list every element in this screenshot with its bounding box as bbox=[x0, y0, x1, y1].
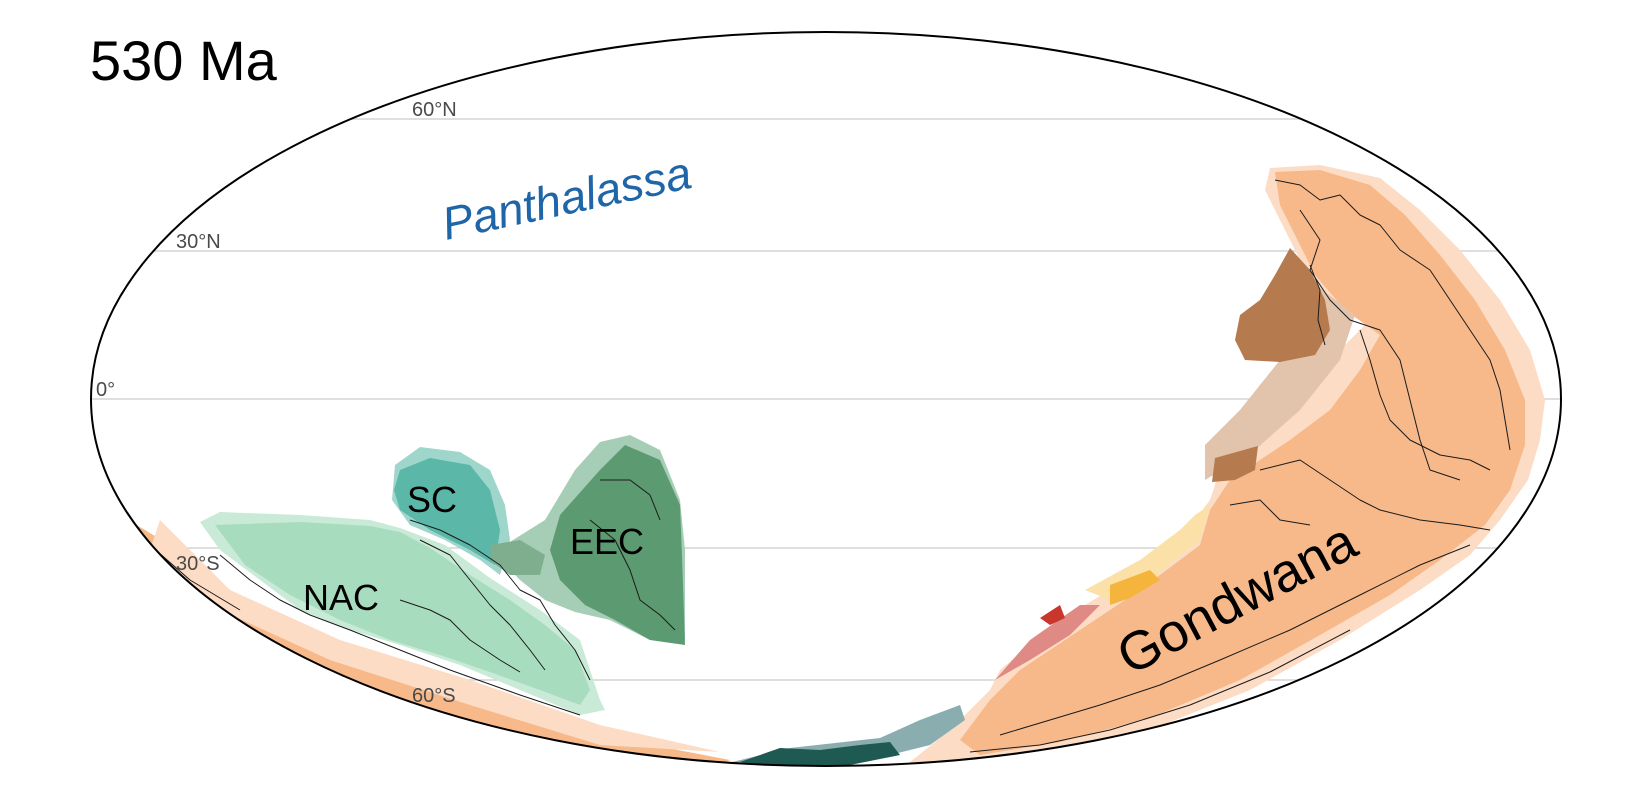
lat-label-60s: 60°S bbox=[412, 685, 456, 707]
nac-block bbox=[200, 512, 605, 715]
eec-fragment bbox=[490, 540, 545, 575]
label-nac: NAC bbox=[303, 577, 379, 618]
nac-core bbox=[215, 522, 590, 705]
orange-terrane bbox=[1110, 570, 1160, 605]
sc-block bbox=[392, 447, 510, 575]
lat-label-30s: 30°S bbox=[176, 553, 220, 575]
lat-label-30n: 30°N bbox=[176, 231, 221, 253]
brown-terrane-north bbox=[1235, 248, 1330, 362]
south-terranes bbox=[740, 742, 900, 766]
sc-core bbox=[394, 458, 500, 565]
map-content bbox=[91, 118, 1561, 766]
red-terrane-core bbox=[1040, 605, 1065, 625]
age-title: 530 Ma bbox=[90, 29, 278, 92]
orange-terrane-shelf bbox=[1085, 505, 1210, 600]
gondwana-core bbox=[960, 170, 1525, 755]
globe-outline bbox=[90, 31, 1562, 767]
coastlines bbox=[149, 179, 1511, 753]
label-eec: EEC bbox=[570, 521, 644, 562]
lat-label-equator: 0° bbox=[96, 379, 115, 401]
label-sc: SC bbox=[407, 479, 457, 520]
lat-label-60n: 60°N bbox=[412, 99, 457, 121]
red-terrane bbox=[995, 605, 1100, 680]
brown-terrane-south bbox=[1212, 446, 1258, 482]
